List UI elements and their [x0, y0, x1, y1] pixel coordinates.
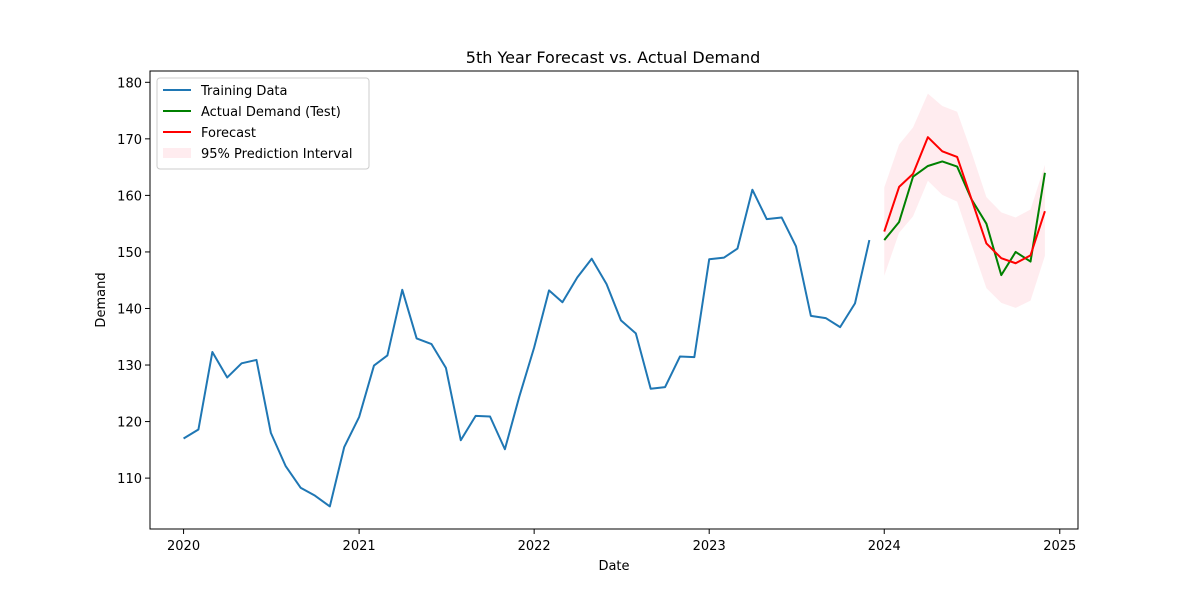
y-axis: 110 120 130 140 150 160 170 180 — [117, 76, 150, 487]
series-line-forecast — [883, 136, 1046, 265]
x-tick-label: 2021 — [343, 539, 376, 554]
plot-area — [183, 93, 1046, 508]
x-tick-label: 2024 — [868, 539, 901, 554]
x-axis-label: Date — [598, 559, 629, 574]
y-tick-label: 110 — [117, 472, 142, 487]
legend-label-actual-demand-test: Actual Demand (Test) — [201, 105, 341, 120]
legend-swatch-95-prediction-interval — [163, 148, 191, 158]
chart-title: 5th Year Forecast vs. Actual Demand — [466, 48, 760, 67]
legend-label-training-data: Training Data — [200, 84, 287, 99]
series-line-training-data — [183, 188, 871, 508]
y-tick-label: 150 — [117, 246, 142, 261]
legend-label-95-prediction-interval: 95% Prediction Interval — [201, 147, 353, 162]
y-axis-label: Demand — [94, 272, 109, 327]
x-tick-label: 2020 — [167, 539, 200, 554]
legend-label-forecast: Forecast — [201, 126, 256, 141]
x-tick-label: 2022 — [518, 539, 551, 554]
series-line-actual-demand-test — [883, 160, 1046, 277]
plot-frame — [149, 70, 1079, 530]
y-tick-label: 140 — [117, 302, 142, 317]
y-tick-label: 180 — [117, 76, 142, 91]
y-tick-label: 120 — [117, 416, 142, 431]
x-axis: 2020 2021 2022 2023 2024 2025 — [167, 529, 1076, 554]
y-tick-label: 170 — [117, 133, 142, 148]
x-tick-label: 2023 — [693, 539, 726, 554]
y-tick-label: 130 — [117, 359, 142, 374]
legend: Training Data Actual Demand (Test) Forecas… — [156, 77, 370, 170]
legend-box — [156, 77, 370, 170]
x-tick-label: 2025 — [1043, 539, 1076, 554]
y-tick-label: 160 — [117, 189, 142, 204]
